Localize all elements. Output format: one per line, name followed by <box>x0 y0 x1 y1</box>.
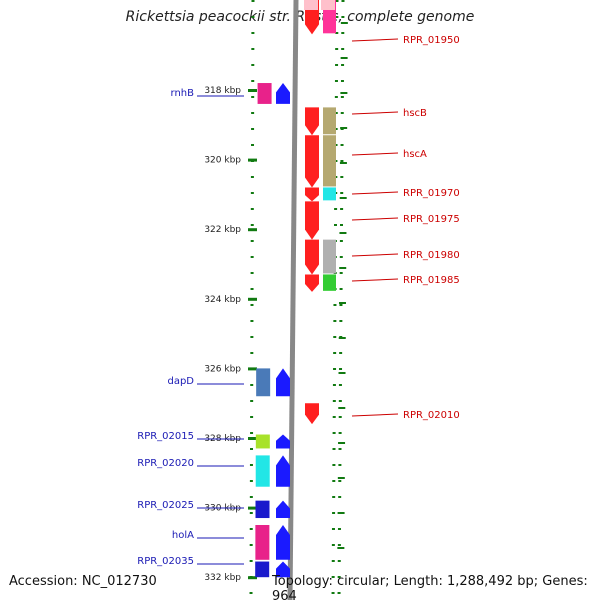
scale-tick <box>248 297 257 301</box>
gene-category-box <box>304 0 318 10</box>
track-tick-mark <box>339 197 347 199</box>
gene-label-hscB: hscB <box>403 108 427 119</box>
track-tick-mark <box>338 442 346 444</box>
gene-label-RPR_01985: RPR_01985 <box>403 275 460 286</box>
forward-strand-gene-arrow <box>276 455 290 487</box>
track-tick-mark <box>339 267 347 269</box>
reverse-strand-gene-arrow <box>305 135 319 188</box>
forward-strand-gene-arrow <box>276 561 290 578</box>
gene-label-leader <box>351 191 399 195</box>
track-tick-mark <box>337 547 345 549</box>
gene-category-box <box>256 368 271 397</box>
gene-category-box <box>255 455 270 487</box>
gene-category-box <box>257 83 272 104</box>
scale-tick <box>248 158 257 162</box>
scale-tick-label: 326 kbp <box>204 364 241 374</box>
track-tick-mark <box>339 232 347 234</box>
scale-tick-label: 318 kbp <box>204 86 241 96</box>
track-tick-mark <box>338 337 346 339</box>
track-tick-mark <box>338 302 346 304</box>
reverse-strand-gene-arrow <box>305 201 319 240</box>
scale-tick <box>248 228 257 232</box>
gene-category-box <box>323 135 336 187</box>
track-tick-mark <box>339 162 347 164</box>
reverse-strand-gene-arrow <box>305 187 319 202</box>
map-title: Rickettsia peacockii str. Rustic, comple… <box>125 9 475 25</box>
accession-text: Accession: NC_012730 <box>9 574 157 589</box>
reverse-strand-gene-arrow <box>305 274 319 292</box>
gene-category-box <box>255 434 270 449</box>
track-dotted-line-2 <box>337 0 345 600</box>
track-tick-mark <box>340 127 348 129</box>
scale-tick-label: 324 kbp <box>204 295 241 305</box>
gene-label-leader <box>351 253 399 257</box>
gene-label-dapD: dapD <box>167 376 194 387</box>
gene-category-box <box>255 500 270 519</box>
gene-category-box <box>321 0 335 10</box>
reverse-strand-gene-arrow <box>305 403 319 425</box>
gene-category-box <box>255 561 270 578</box>
scale-tick <box>248 89 257 92</box>
forward-strand-gene-arrow <box>276 434 290 449</box>
gene-category-box <box>323 274 336 291</box>
gene-category-box <box>323 107 336 135</box>
reverse-strand-gene-arrow <box>305 107 319 136</box>
gene-label-RPR_01950: RPR_01950 <box>403 35 460 46</box>
forward-strand-gene-arrow <box>276 525 290 560</box>
scale-tick <box>248 506 257 510</box>
gene-label-RPR_01970: RPR_01970 <box>403 188 460 199</box>
scale-tick <box>248 576 257 580</box>
gene-label-leader <box>351 217 399 221</box>
gene-label-RPR_02010: RPR_02010 <box>403 410 460 421</box>
reverse-strand-gene-arrow <box>305 239 319 275</box>
forward-strand-gene-arrow <box>276 368 290 397</box>
scale-tick-label: 322 kbp <box>204 225 241 235</box>
track-tick-mark <box>340 57 348 59</box>
scale-tick <box>248 367 257 371</box>
track-dotted-line-3 <box>331 0 339 600</box>
gene-label-RPR_02035: RPR_02035 <box>137 556 194 567</box>
scale-tick <box>248 437 257 440</box>
gene-category-box <box>255 525 270 560</box>
scale-tick-label: 320 kbp <box>204 156 241 166</box>
gene-label-RPR_02015: RPR_02015 <box>137 431 194 442</box>
track-tick-mark <box>340 22 348 24</box>
track-tick-mark <box>337 512 345 514</box>
gene-label-RPR_01975: RPR_01975 <box>403 214 460 225</box>
gene-label-RPR_02020: RPR_02020 <box>137 458 194 469</box>
scale-tick-label: 330 kbp <box>204 504 241 514</box>
track-tick-mark <box>338 372 346 374</box>
gene-category-box <box>323 239 336 274</box>
gene-label-RPR_02025: RPR_02025 <box>137 500 194 511</box>
gene-label-rnhB: rnhB <box>171 88 195 99</box>
gene-label-leader <box>351 152 399 156</box>
gene-category-box <box>323 187 336 201</box>
track-tick-mark <box>337 477 345 479</box>
gene-label-holA: holA <box>172 530 194 541</box>
gene-label-hscA: hscA <box>403 149 427 160</box>
scale-tick-label: 332 kbp <box>204 573 241 583</box>
gene-label-leader <box>351 38 399 42</box>
track-tick-mark <box>340 92 348 94</box>
gene-label-leader <box>351 111 399 115</box>
genome-backbone <box>287 0 299 600</box>
gene-label-leader <box>351 413 399 417</box>
forward-strand-gene-arrow <box>276 500 290 519</box>
gene-label-RPR_01980: RPR_01980 <box>403 250 460 261</box>
track-tick-mark <box>338 407 346 409</box>
forward-strand-gene-arrow <box>276 83 290 104</box>
gene-label-leader <box>351 278 399 282</box>
